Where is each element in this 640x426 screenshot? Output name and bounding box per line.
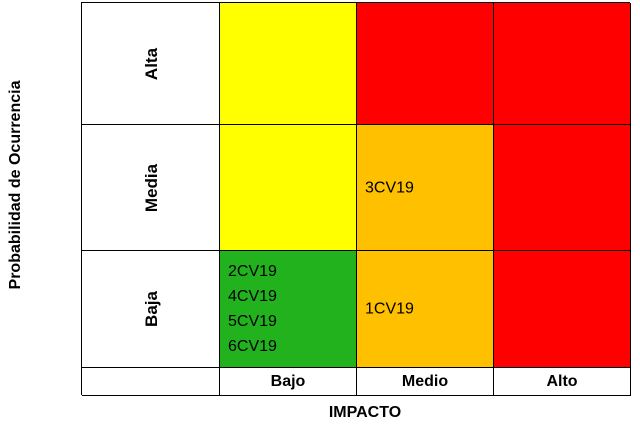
risk-item: 3CV19 <box>365 179 414 196</box>
column-label-bajo: Bajo <box>270 372 306 390</box>
row-label-baja: Baja <box>142 291 161 327</box>
risk-list: 1CV19 <box>365 298 414 321</box>
row-header-media: Media <box>82 125 220 251</box>
row-header-alta: Alta <box>82 3 220 125</box>
risk-list: 2CV19 4CV19 5CV19 6CV19 <box>228 260 277 358</box>
y-axis-title: Probabilidad de Ocurrencia <box>7 80 24 290</box>
column-header-alto: Alto <box>494 368 631 396</box>
cell-alta-alto <box>494 3 631 125</box>
risk-item: 1CV19 <box>365 300 414 318</box>
cell-baja-medio: 1CV19 <box>357 251 494 368</box>
risk-item: 2CV19 <box>228 263 277 280</box>
cell-baja-alto <box>494 251 631 368</box>
risk-list: 3CV19 <box>365 176 414 199</box>
risk-item: 6CV19 <box>228 338 277 355</box>
risk-item: 4CV19 <box>228 288 277 305</box>
column-label-alto: Alto <box>546 372 578 390</box>
cell-media-alto <box>494 125 631 251</box>
corner-cell <box>82 368 220 396</box>
row-label-alta: Alta <box>142 47 161 80</box>
column-header-medio: Medio <box>357 368 494 396</box>
column-header-bajo: Bajo <box>220 368 357 396</box>
cell-baja-bajo: 2CV19 4CV19 5CV19 6CV19 <box>220 251 357 368</box>
row-label-media: Media <box>142 163 161 212</box>
risk-matrix: Alta Media 3CV19 Baja 2CV19 4CV19 5CV19 … <box>81 2 631 396</box>
column-label-medio: Medio <box>401 372 449 390</box>
row-header-baja: Baja <box>82 251 220 368</box>
cell-media-bajo <box>220 125 357 251</box>
cell-alta-medio <box>357 3 494 125</box>
risk-item: 5CV19 <box>228 313 277 330</box>
x-axis-title: IMPACTO <box>328 404 402 421</box>
cell-alta-bajo <box>220 3 357 125</box>
cell-media-medio: 3CV19 <box>357 125 494 251</box>
